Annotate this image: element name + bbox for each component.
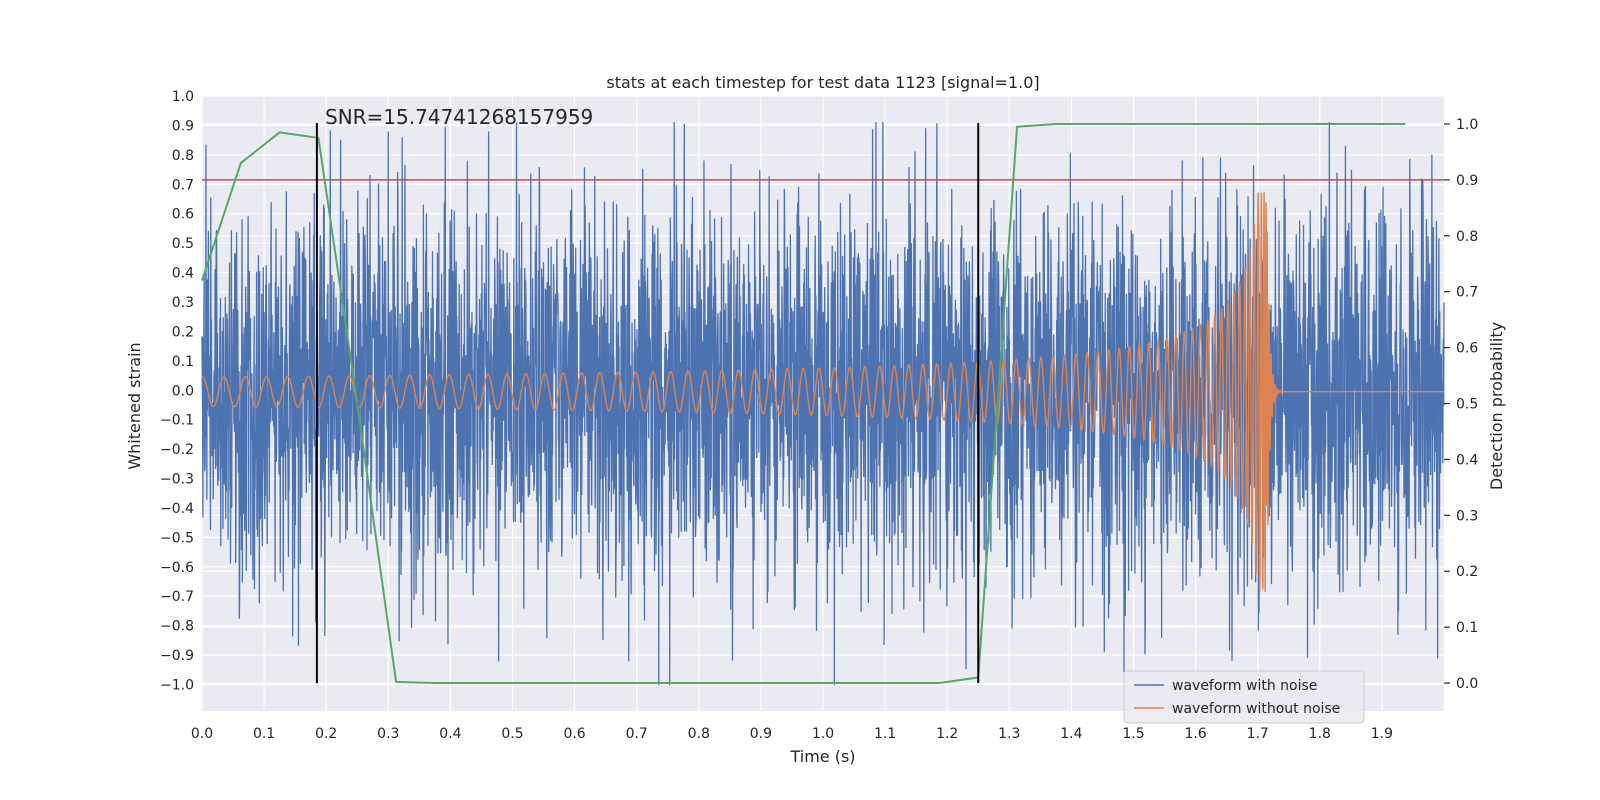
y2-tick-label: 0.0 [1456, 676, 1478, 692]
x-tick-label: 1.2 [936, 726, 958, 742]
x-tick-label: 0.7 [626, 726, 648, 742]
x-tick-label: 0.8 [688, 726, 710, 742]
x-tick-label: 1.8 [1309, 726, 1331, 742]
x-ticks: 0.0 0.1 0.2 0.3 0.4 0.5 0.6 0.7 0.8 0.9 1.0 1.1 1.2 1… [191, 726, 1393, 742]
y2-tick-label: 0.3 [1456, 508, 1478, 524]
x-tick-label: 0.4 [439, 726, 461, 742]
y-tick-label: 0.8 [172, 148, 194, 164]
x-tick-label: 1.3 [998, 726, 1020, 742]
y-tick-label: 0.6 [172, 207, 194, 223]
y-tick-label: 0.3 [172, 295, 194, 311]
waveform-without-noise-line [201, 192, 1445, 593]
x-axis-label: Time (s) [789, 747, 855, 766]
y2-tick-label: 0.6 [1456, 341, 1478, 357]
y2-tick-label: 0.9 [1456, 173, 1478, 189]
y-tick-label: −0.4 [160, 501, 194, 517]
x-tick-label: 0.1 [253, 726, 275, 742]
x-tick-label: 1.5 [1122, 726, 1144, 742]
y-tick-label: −0.2 [160, 442, 194, 458]
y-tick-label: −0.1 [160, 413, 194, 429]
y-tick-label: 0.9 [172, 118, 194, 134]
x-tick-label: 0.5 [501, 726, 523, 742]
y-tick-label: 0.4 [172, 266, 194, 282]
y2-axis-label: Detection probability [1487, 322, 1506, 490]
y-axis-label: Whitened strain [125, 342, 144, 469]
x-tick-label: 0.6 [563, 726, 585, 742]
y-tick-label: 0.7 [172, 177, 194, 193]
x-tick-label: 1.1 [874, 726, 896, 742]
snr-annotation: SNR=15.74741268157959 [325, 105, 593, 129]
y2-tick-label: 0.1 [1456, 620, 1478, 636]
y-tick-label: −0.3 [160, 472, 194, 488]
x-tick-label: 0.0 [191, 726, 213, 742]
x-tick-label: 1.6 [1184, 726, 1206, 742]
x-tick-label: 1.7 [1247, 726, 1269, 742]
y2-tick-label: 0.2 [1456, 564, 1478, 580]
x-tick-label: 0.3 [377, 726, 399, 742]
y-tick-label: −0.7 [160, 589, 194, 605]
y-tick-label: 0.0 [172, 383, 194, 399]
y-tick-label: −0.8 [160, 619, 194, 635]
x-tick-label: 1.9 [1371, 726, 1393, 742]
x-tick-label: 1.0 [812, 726, 834, 742]
y2-tick-label: 0.7 [1456, 285, 1478, 301]
y2-tick-label: 1.0 [1456, 117, 1478, 133]
y-tick-label: −0.5 [160, 530, 194, 546]
y-tick-label: 0.1 [172, 354, 194, 370]
x-tick-label: 0.2 [315, 726, 337, 742]
legend-label-noise: waveform with noise [1172, 678, 1317, 694]
probability-layer [201, 122, 1444, 685]
y-tick-label: −0.6 [160, 560, 194, 576]
y2-tick-label: 0.8 [1456, 229, 1478, 245]
x-tick-label: 1.4 [1060, 726, 1082, 742]
strain-layer [201, 121, 1445, 686]
legend-label-clean: waveform without noise [1172, 701, 1340, 717]
y2-tick-label: 0.5 [1456, 397, 1478, 413]
x-tick-label: 0.9 [750, 726, 772, 742]
vertical-lines [315, 122, 980, 684]
y2-ticks: 1.0 0.9 0.8 0.7 0.6 0.5 0.4 0.3 0.2 0.1 0.0 [1444, 117, 1478, 692]
y-tick-label: 0.2 [172, 324, 194, 340]
waveform-with-noise-line [201, 121, 1445, 686]
y2-tick-label: 0.4 [1456, 452, 1478, 468]
legend-box [1123, 670, 1365, 724]
y-tick-label: 0.5 [172, 236, 194, 252]
legend: waveform with noise waveform without noi… [1123, 670, 1365, 724]
y-tick-label: 1.0 [172, 89, 194, 105]
y-ticks: 1.0 0.9 0.8 0.7 0.6 0.5 0.4 0.3 0.2 0.1 0.0 −0.1 −0.… [160, 89, 194, 694]
y-tick-label: −0.9 [160, 648, 194, 664]
y-tick-label: −1.0 [160, 678, 194, 694]
chart-title: stats at each timestep for test data 112… [606, 73, 1039, 92]
detection-probability-line [201, 122, 1406, 685]
